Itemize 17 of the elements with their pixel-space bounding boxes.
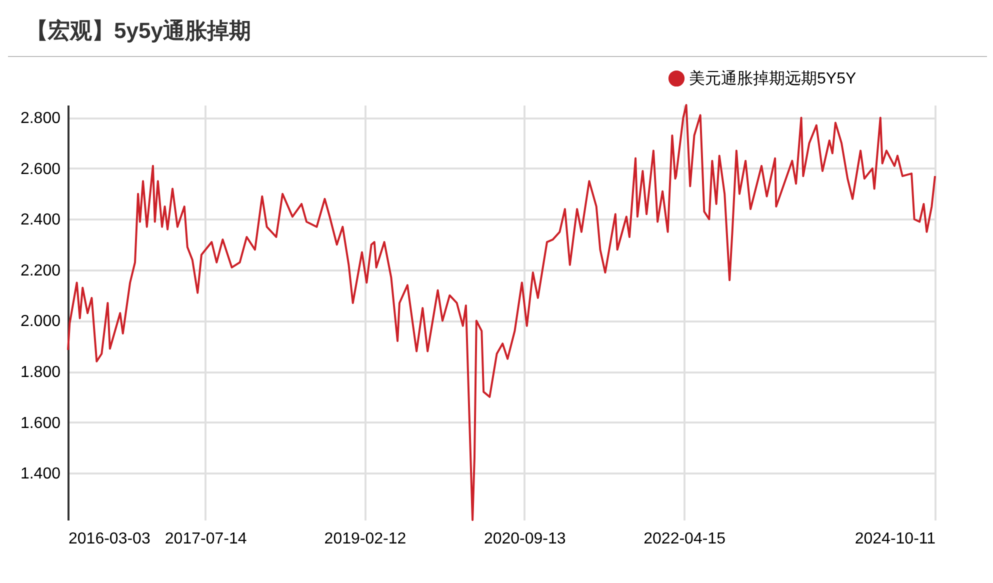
y-tick-label: 1.600 — [20, 414, 61, 432]
y-tick-label: 2.000 — [20, 313, 61, 330]
x-tick-label: 2019-02-12 — [324, 530, 406, 548]
legend-label: 美元通胀掉期远期5Y5Y — [689, 70, 856, 88]
y-tick-label: 2.400 — [20, 212, 61, 229]
y-tick-label: 2.800 — [20, 110, 61, 128]
x-tick-label: 2024-10-11 — [854, 530, 936, 548]
y-tick-label: 1.800 — [20, 364, 61, 382]
y-tick-label: 2.200 — [20, 262, 61, 280]
chart-title: 【宏观】5y5y通胀掉期 — [8, 0, 987, 57]
x-tick-label: 2016-03-03 — [68, 530, 150, 548]
x-tick-label: 2022-04-15 — [644, 530, 726, 548]
x-tick-label: 2017-07-14 — [164, 530, 247, 548]
y-tick-label: 1.400 — [20, 466, 61, 483]
y-tick-label: 2.600 — [20, 160, 61, 178]
x-tick-label: 2020-09-13 — [484, 530, 566, 548]
line-series — [67, 104, 936, 521]
